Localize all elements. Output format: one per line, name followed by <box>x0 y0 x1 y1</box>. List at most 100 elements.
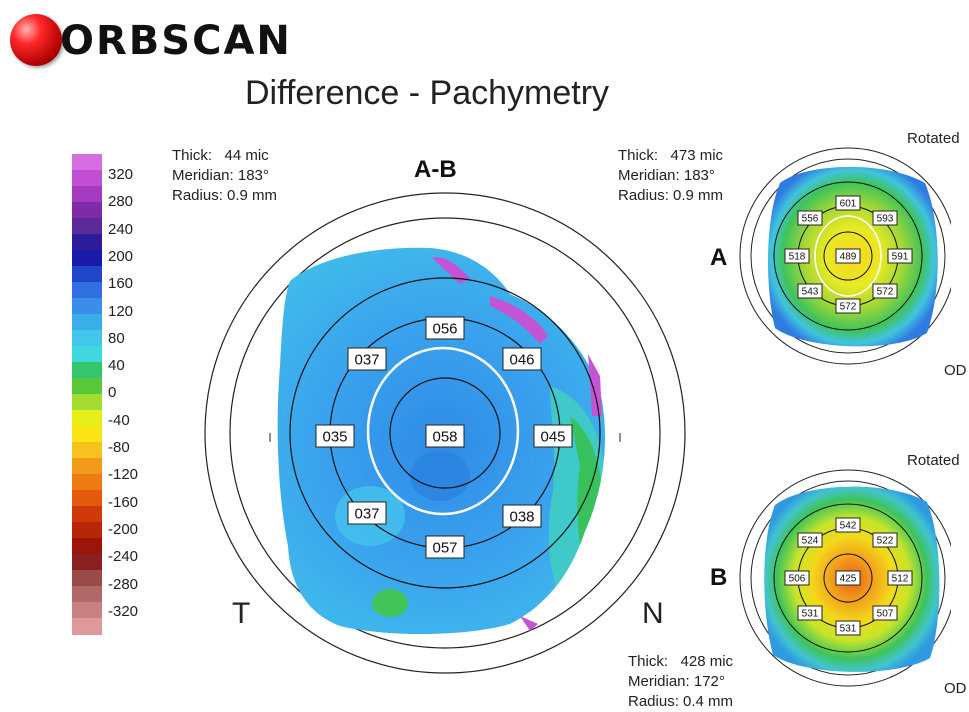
map-a-radius: Radius: 0.9 mm <box>618 187 724 204</box>
legend-swatch <box>72 474 102 491</box>
value-label-right: 591 <box>892 252 909 263</box>
map-b-eye: OD <box>944 680 967 697</box>
legend-swatch <box>72 602 102 619</box>
value-label-lower_left: 531 <box>802 609 819 620</box>
orbscan-logo: ORBSCAN <box>10 12 310 68</box>
value-label-upper_left: 037 <box>354 351 379 368</box>
legend-swatch <box>72 330 102 347</box>
value-label-lower_right: 507 <box>877 609 894 620</box>
value-box <box>797 210 823 226</box>
map-a-value-labels: 489 601 556 593 518 591 543 572 572 <box>784 195 913 314</box>
legend-swatch <box>72 154 102 171</box>
value-box <box>533 424 573 448</box>
legend-tick-label: -120 <box>108 466 139 484</box>
logo-text: ORBSCAN <box>60 18 292 64</box>
value-box <box>347 347 387 371</box>
legend-tick-label: -80 <box>108 439 130 456</box>
legend-swatch <box>72 282 102 299</box>
outer-ring-inner <box>229 217 661 649</box>
value-label-right: 045 <box>540 428 565 445</box>
logo-sphere-icon <box>10 14 62 66</box>
value-label-upper_left: 524 <box>802 536 819 547</box>
ring-3 <box>289 277 601 589</box>
value-label-left: 506 <box>789 574 806 585</box>
legend-swatch <box>72 426 102 443</box>
temporal-label: T <box>232 597 251 630</box>
map-a-rotated: Rotated <box>907 130 960 147</box>
value-box <box>347 501 387 525</box>
value-box <box>872 605 898 621</box>
value-label-upper_left: 556 <box>802 214 819 225</box>
value-box <box>797 605 823 621</box>
value-label-center: 489 <box>840 252 857 263</box>
legend-swatch <box>72 218 102 235</box>
map-b-value-labels: 425 542 524 522 506 512 531 507 531 <box>784 517 913 636</box>
legend-swatch <box>72 442 102 459</box>
value-label-lower_left: 543 <box>802 287 819 298</box>
value-box <box>872 283 898 299</box>
value-box <box>835 620 861 636</box>
zero-contour <box>366 346 520 516</box>
value-label-upper_right: 522 <box>877 536 894 547</box>
legend-tick-label: 240 <box>108 220 134 238</box>
value-box <box>784 570 810 586</box>
value-box <box>835 517 861 533</box>
legend-swatch <box>72 490 102 507</box>
map-b-info: Thick: 428 mic Meridian: 172° Radius: 0.… <box>628 652 733 712</box>
legend-swatch <box>72 298 102 315</box>
value-box <box>502 347 542 371</box>
map-b-letter: B <box>710 564 728 591</box>
legend-tick-label: 160 <box>108 275 134 293</box>
value-label-lower_right: 038 <box>509 508 534 525</box>
legend-swatch <box>72 202 102 219</box>
main-meridian: Meridian: 183° <box>172 167 269 184</box>
value-label-upper_right: 046 <box>509 351 534 368</box>
legend-swatch <box>72 186 102 203</box>
legend-swatch <box>72 250 102 267</box>
value-box <box>425 316 465 340</box>
map-b-thickness-map[interactable]: 425 542 524 522 506 512 531 507 531 <box>735 460 951 696</box>
value-label-right: 512 <box>892 574 909 585</box>
map-a-eye: OD <box>944 362 967 379</box>
map-a-info: Thick: 473 mic Meridian: 183° Radius: 0.… <box>618 146 723 206</box>
value-box <box>835 195 861 211</box>
value-box <box>887 570 913 586</box>
legend-swatch <box>72 554 102 571</box>
value-label-top: 601 <box>840 199 857 210</box>
legend-swatch <box>72 506 102 523</box>
legend-swatch <box>72 538 102 555</box>
map-b-thick: Thick: 428 mic <box>628 653 734 670</box>
legend-swatch <box>72 170 102 187</box>
value-label-left: 035 <box>322 428 347 445</box>
legend-swatch <box>72 346 102 363</box>
legend-swatch <box>72 314 102 331</box>
nasal-label: N <box>642 597 664 630</box>
map-b-radius: Radius: 0.4 mm <box>628 693 734 710</box>
value-box <box>872 210 898 226</box>
legend-tick-label: 320 <box>108 166 134 183</box>
map-b-rotated: Rotated <box>907 452 960 469</box>
value-label-center: 058 <box>432 428 457 445</box>
legend-tick-label: 0 <box>108 384 117 402</box>
map-b-meridian: Meridian: 172° <box>628 673 725 690</box>
map-a-thickness-map[interactable]: 489 601 556 593 518 591 543 572 572 <box>735 138 951 374</box>
difference-pachymetry-map[interactable]: 058 056 037 046 035 045 037 038 057 <box>190 186 690 686</box>
value-box <box>784 248 810 264</box>
value-label-top: 542 <box>840 521 857 532</box>
value-box <box>425 424 465 448</box>
legend-swatch <box>72 586 102 603</box>
value-box <box>502 504 542 528</box>
legend-tick-label: 80 <box>108 329 125 347</box>
legend-swatch <box>72 618 102 635</box>
map-a-thick: Thick: 473 mic <box>618 147 724 164</box>
legend-tick-label: -280 <box>108 575 139 593</box>
legend-tick-label: -320 <box>108 602 139 620</box>
value-box <box>835 298 861 314</box>
main-radius: Radius: 0.9 mm <box>172 187 278 204</box>
value-box <box>797 532 823 548</box>
legend-swatch <box>72 394 102 411</box>
value-box <box>425 535 465 559</box>
value-label-top: 056 <box>432 320 457 337</box>
legend-swatch <box>72 458 102 475</box>
legend-tick-label: 200 <box>108 247 134 265</box>
